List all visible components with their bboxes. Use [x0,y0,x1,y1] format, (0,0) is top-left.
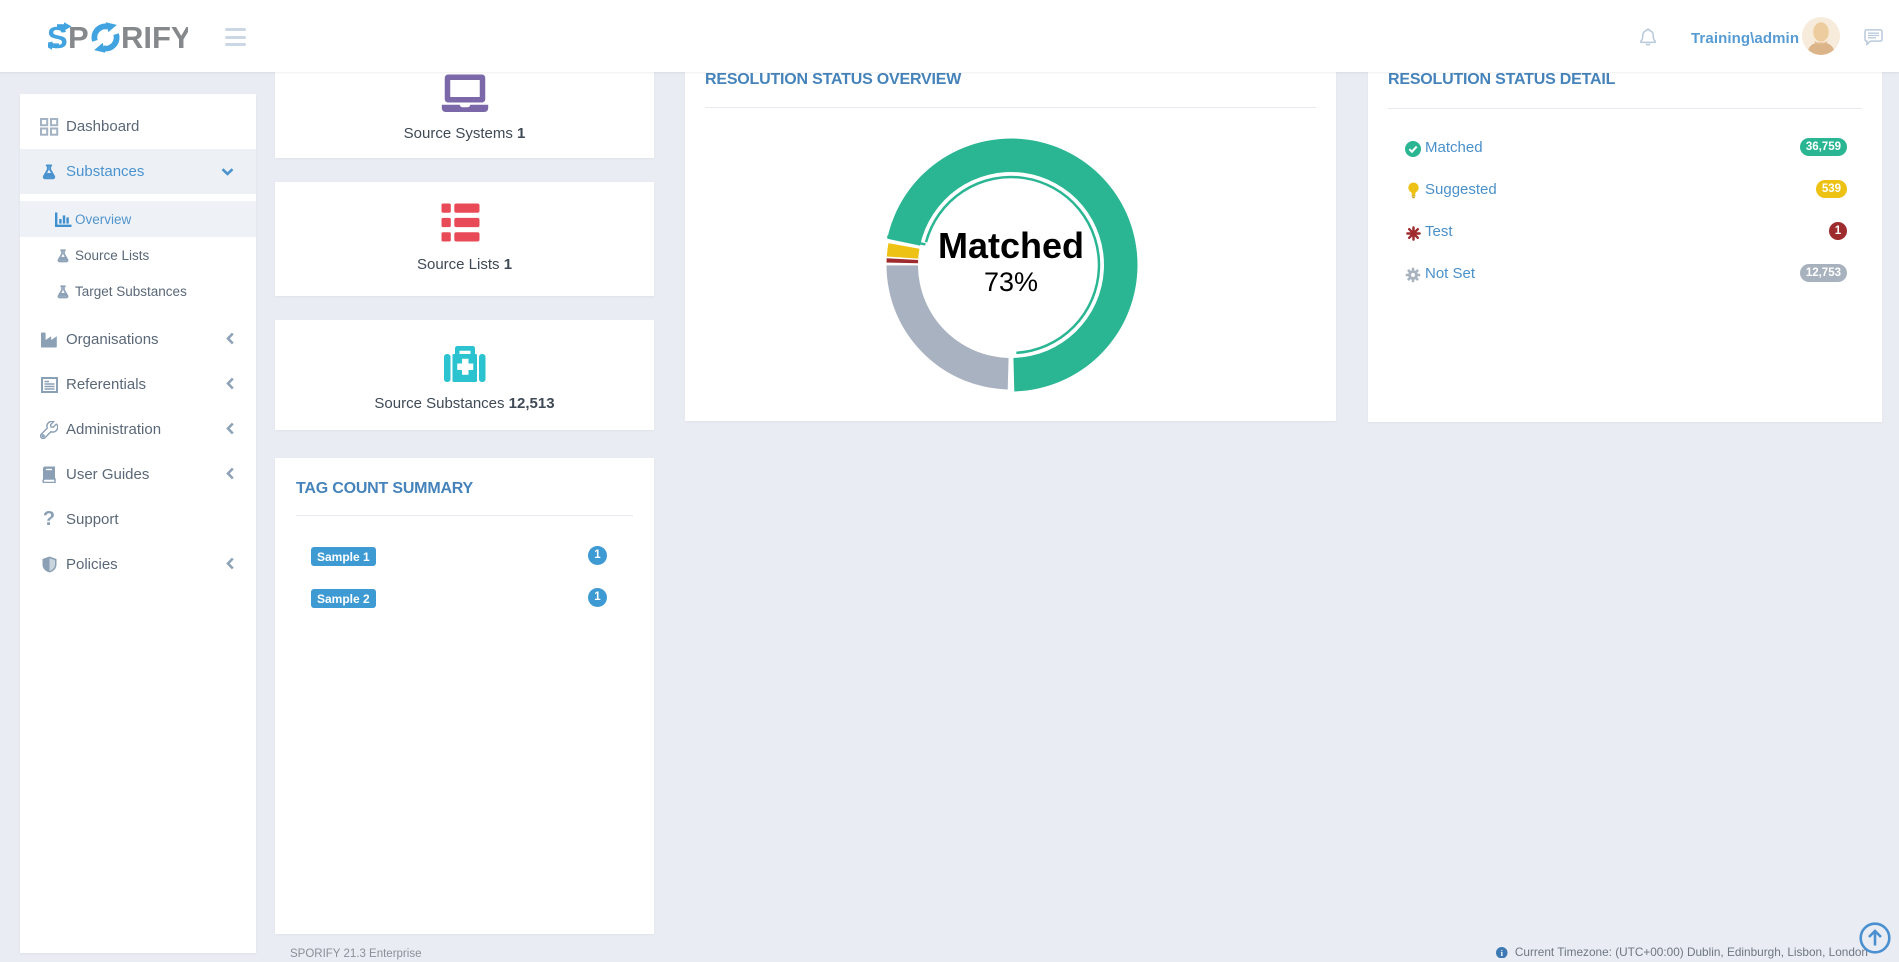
svg-text:P: P [68,20,89,55]
svg-text:RIFY: RIFY [121,20,188,55]
svg-text:i: i [1501,948,1504,957]
